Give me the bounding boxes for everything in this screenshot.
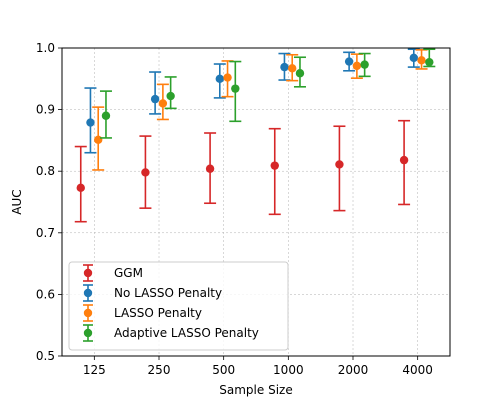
data-point — [352, 61, 362, 71]
x-tick-label: 125 — [83, 363, 106, 377]
y-tick-label: 0.7 — [36, 226, 55, 240]
data-point — [335, 160, 344, 169]
y-axis-label: AUC — [10, 189, 24, 214]
data-point — [280, 62, 289, 72]
data-point — [94, 135, 103, 144]
data-point — [76, 183, 85, 193]
x-tick-label: 250 — [148, 363, 171, 377]
data-point — [166, 91, 175, 101]
y-axis: 0.5 0.6 0.7 0.8 0.9 1.0 — [36, 41, 62, 363]
data-point — [231, 84, 240, 93]
legend-box — [68, 261, 289, 351]
data-point — [360, 60, 369, 69]
data-point — [141, 168, 150, 177]
data-point — [215, 74, 224, 84]
data-point — [86, 118, 95, 127]
x-axis: 125 250 500 1000 2000 4000 — [83, 356, 433, 377]
x-tick-label: 500 — [212, 363, 235, 377]
data-point — [150, 94, 160, 104]
legend-marker — [83, 288, 93, 298]
legend-marker — [83, 268, 93, 278]
x-tick-label: 2000 — [338, 363, 369, 377]
series-layer — [74, 48, 436, 223]
data-point — [417, 56, 426, 65]
series — [74, 119, 411, 223]
x-tick-label: 1000 — [273, 363, 304, 377]
legend-marker — [83, 328, 93, 338]
series — [92, 49, 428, 171]
legend-label: Adaptive LASSO Penalty — [114, 326, 259, 340]
legend: GGM No LASSO Penalty LASSO Penalty Adaptive… — [68, 261, 289, 351]
y-tick-label: 0.8 — [36, 164, 55, 178]
plot-frame — [61, 47, 451, 357]
data-point — [101, 111, 111, 120]
y-tick-label: 0.5 — [36, 349, 55, 363]
data-point — [399, 155, 409, 165]
data-point — [425, 57, 434, 67]
data-point — [288, 64, 297, 73]
series — [84, 48, 420, 154]
series — [99, 48, 436, 139]
data-point — [270, 161, 279, 170]
data-point — [205, 164, 215, 173]
legend-label: GGM — [114, 266, 143, 280]
data-point — [223, 73, 232, 82]
y-tick-label: 1.0 — [36, 41, 55, 55]
data-point — [158, 99, 168, 108]
data-point — [409, 53, 418, 63]
y-tick-label: 0.6 — [36, 287, 55, 301]
y-tick-label: 0.9 — [36, 103, 55, 117]
legend-label: No LASSO Penalty — [114, 286, 222, 300]
x-tick-label: 4000 — [402, 363, 433, 377]
legend-label: LASSO Penalty — [114, 306, 202, 320]
data-point — [344, 57, 354, 66]
legend-marker — [83, 308, 93, 318]
x-axis-label: Sample Size — [219, 383, 292, 397]
data-point — [295, 69, 305, 78]
